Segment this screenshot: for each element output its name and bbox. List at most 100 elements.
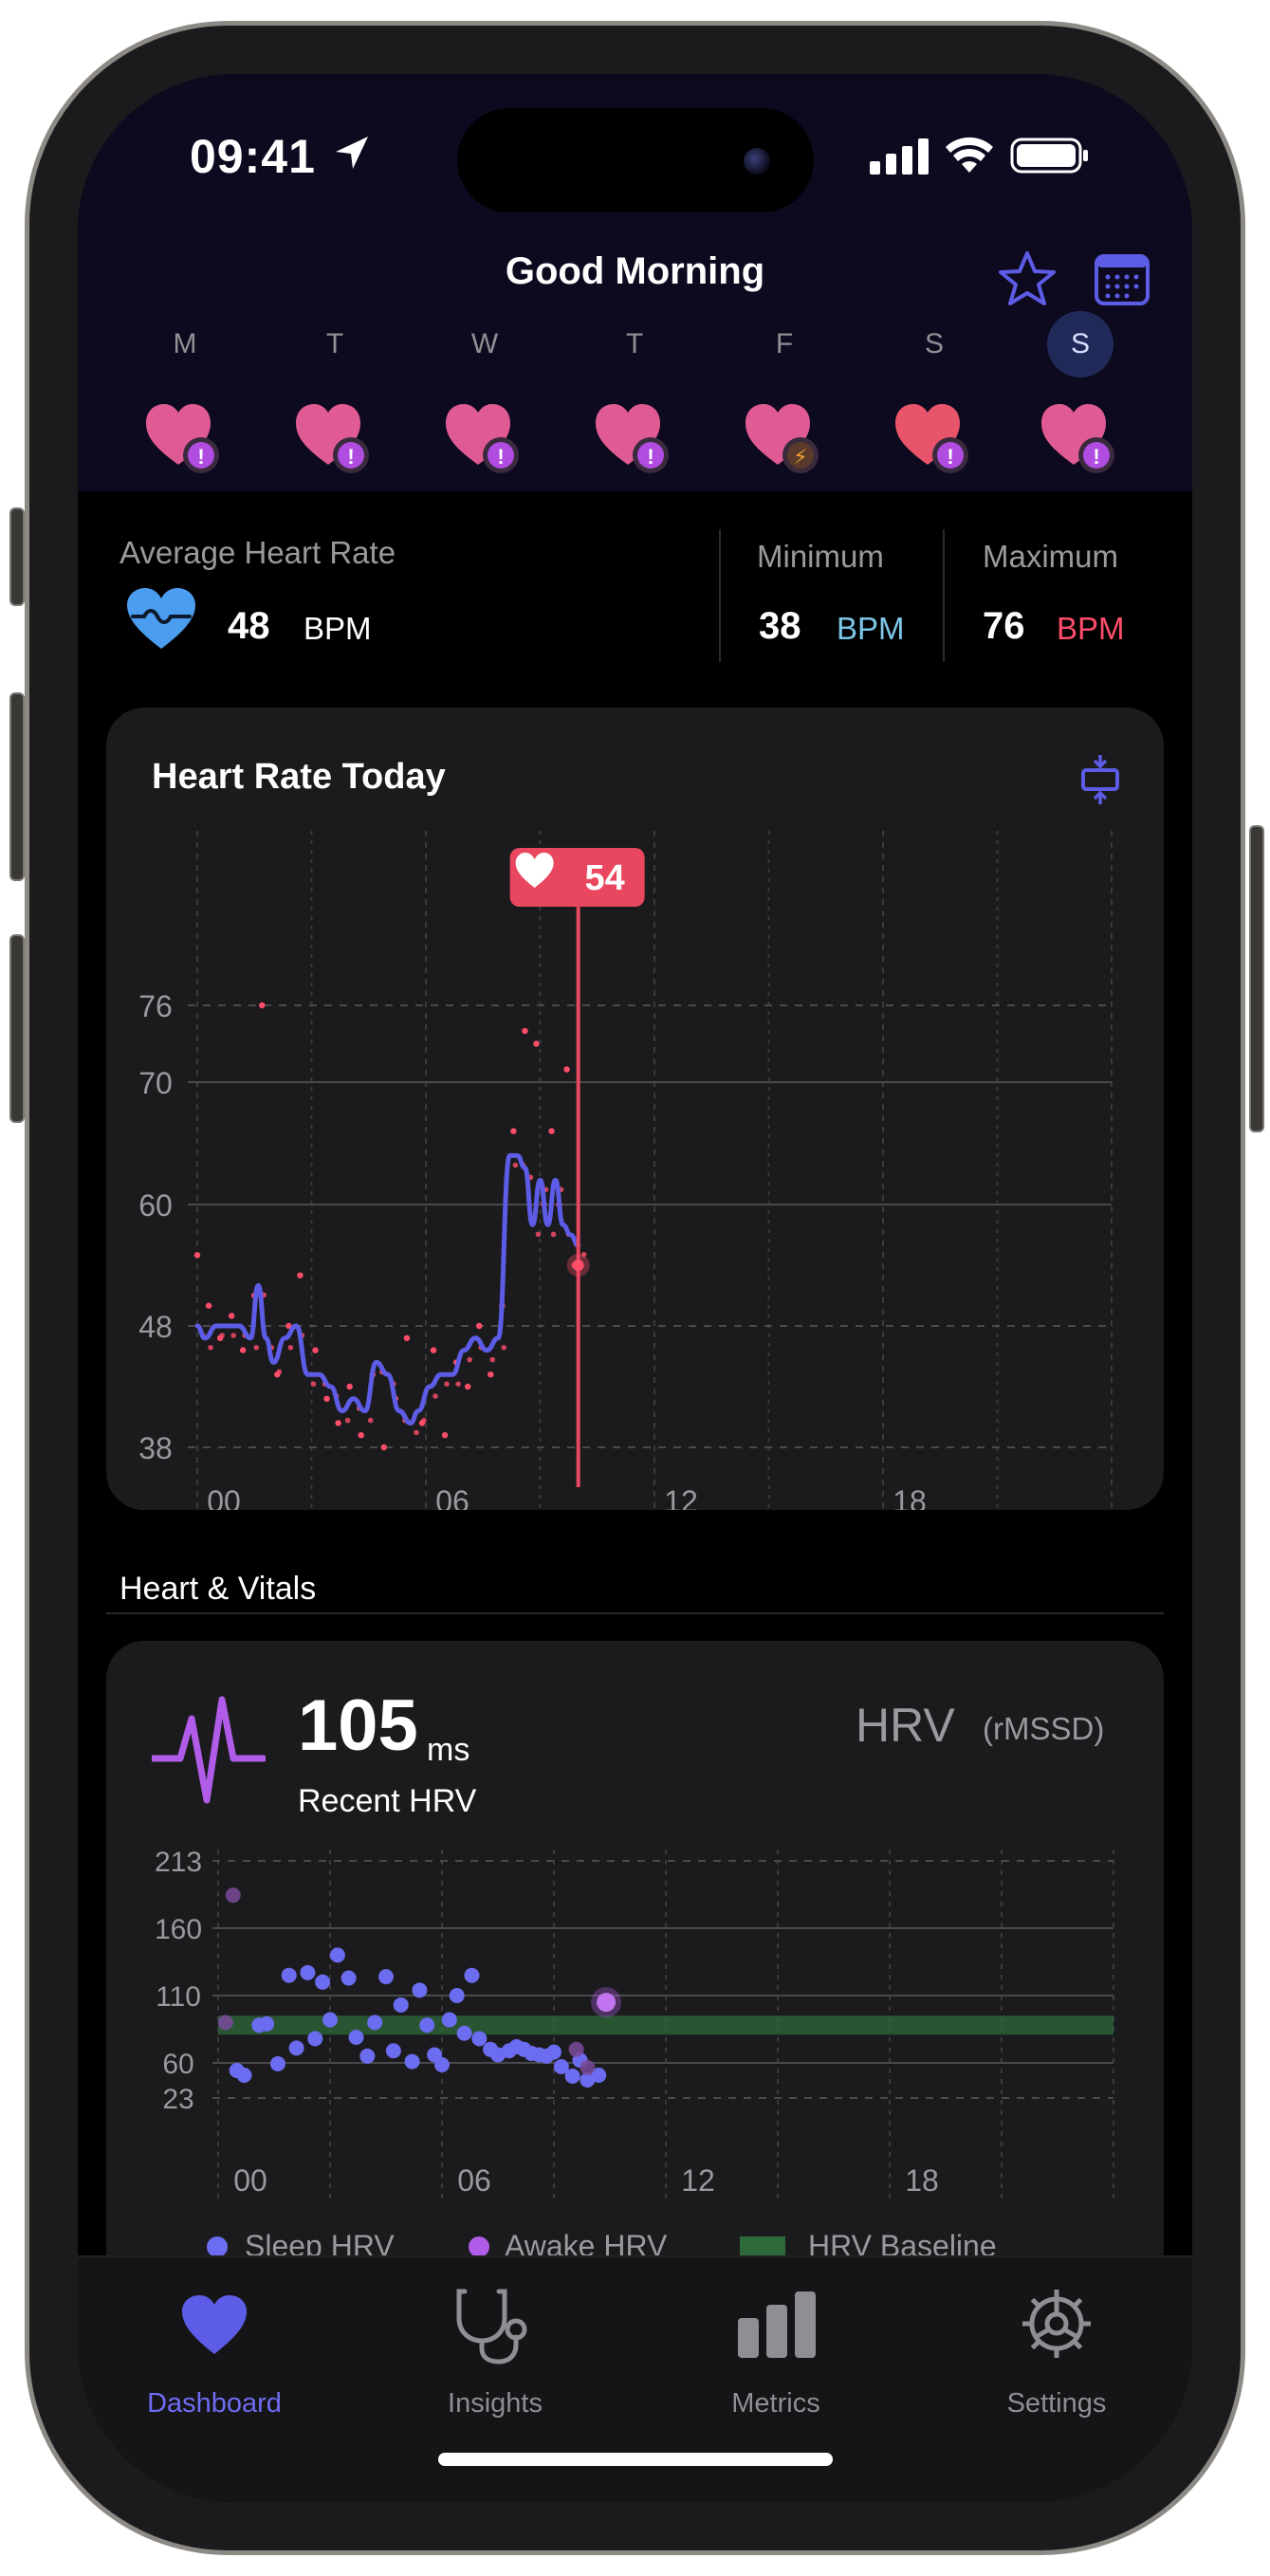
x-tick-label: 00	[233, 2163, 267, 2198]
hrv-chart[interactable]: 23 60 110 160 213 00 06 12 18	[106, 1641, 1164, 2305]
heart-rate-sample-point	[533, 1040, 540, 1047]
heart-rate-sample-point	[414, 1429, 419, 1436]
hrv-card[interactable]: 105 ms Recent HRV HRV (rMSSD) 23 60 110 160…	[106, 1641, 1164, 2305]
heart-rate-chart[interactable]: 38 48 60 70 76 00 06 12 18 54	[106, 708, 1164, 1510]
wifi-icon	[946, 137, 993, 173]
sleep-hrv-point	[456, 2025, 472, 2041]
favorite-star-icon[interactable]	[996, 248, 1058, 311]
heart-rate-sample-point	[441, 1432, 449, 1439]
volume-down-button	[9, 934, 25, 1123]
bar-chart-icon	[738, 2291, 816, 2358]
x-tick-label: 06	[435, 1484, 469, 1510]
tab-dashboard-label: Dashboard	[147, 2388, 282, 2419]
section-divider	[106, 1612, 1164, 1614]
x-tick-label: 18	[893, 1484, 927, 1510]
day-letter[interactable]: F	[775, 328, 794, 359]
day-letter[interactable]: W	[470, 328, 499, 359]
heart-rate-sample-point	[550, 1231, 557, 1238]
heart-rate-card-title: Heart Rate Today	[152, 757, 446, 797]
heart-rate-card[interactable]: Heart Rate Today 38 48 60 70 76 00 06 12 18 54	[106, 708, 1164, 1510]
day-heart-icon[interactable]: ⚡	[742, 396, 829, 476]
heart-rate-sample-point	[310, 1381, 317, 1387]
signal-icon	[870, 138, 929, 175]
heart-rate-sample-point	[285, 1322, 292, 1330]
calendar-icon[interactable]	[1091, 248, 1153, 311]
svg-text:!: !	[497, 445, 504, 469]
expand-chart-icon[interactable]	[1077, 753, 1123, 806]
awake-hrv-point[interactable]	[597, 1993, 617, 2013]
heart-rate-sample-point	[367, 1417, 374, 1424]
sleep-hrv-point	[449, 1988, 465, 2003]
hrv-subtitle: Recent HRV	[298, 1783, 477, 1819]
sleep-hrv-point	[359, 2048, 376, 2064]
sleep-hrv-point	[341, 1970, 357, 1986]
day-heart-icon[interactable]: !	[1038, 396, 1125, 476]
sleep-hrv-point	[404, 2053, 420, 2070]
heart-rate-sample-point	[240, 1347, 247, 1353]
summary-divider	[943, 529, 945, 662]
hrv-pulse-icon	[152, 1696, 266, 1804]
day-heart-icon[interactable]: !	[142, 396, 230, 476]
heart-rate-sample-point	[344, 1417, 351, 1424]
home-indicator[interactable]	[438, 2453, 833, 2466]
heart-rate-sample-point	[421, 1417, 427, 1424]
highlight-point[interactable]	[572, 1260, 584, 1271]
sleep-hrv-point	[315, 1974, 331, 1990]
heart-rate-sample-point	[535, 1231, 542, 1238]
maximum-value: 76	[983, 605, 1025, 647]
sleep-hrv-point	[269, 2056, 285, 2071]
day-letter[interactable]: S	[1070, 328, 1090, 359]
heart-rate-sample-point	[563, 1066, 570, 1073]
sleep-hrv-point	[322, 2012, 338, 2028]
day-heart-icon[interactable]: !	[592, 396, 679, 476]
y-tick-label: 110	[156, 1981, 201, 2013]
hrv-value: 105	[298, 1685, 418, 1766]
tab-metrics-label: Metrics	[731, 2388, 820, 2419]
day-letter[interactable]: T	[625, 328, 644, 359]
volume-up-button	[9, 692, 25, 881]
legend-sleep-dot	[207, 2236, 228, 2257]
heart-rate-sample-point	[548, 1128, 555, 1134]
day-letter[interactable]: M	[173, 328, 197, 359]
sleep-hrv-point	[464, 1967, 480, 1983]
y-tick-label: 60	[162, 2049, 193, 2080]
maximum-unit: BPM	[1057, 611, 1125, 646]
day-letter[interactable]: T	[325, 328, 344, 359]
day-letter[interactable]: S	[924, 328, 944, 359]
heart-rate-line	[194, 1152, 581, 1426]
status-time: 09:41	[190, 130, 316, 183]
day-heart-icon[interactable]: !	[442, 396, 529, 476]
sleep-hrv-point	[441, 2012, 457, 2028]
day-heart-icon[interactable]: !	[292, 396, 379, 476]
tab-insights-label: Insights	[448, 2388, 543, 2419]
heart-rate-sample-point	[489, 1356, 496, 1363]
heart-rate-sample-point	[323, 1395, 330, 1402]
sleep-hrv-point	[393, 1996, 409, 2013]
average-heart-rate-label: Average Heart Rate	[120, 535, 396, 570]
heart-rate-sample-point	[228, 1313, 235, 1319]
sleep-hrv-point	[553, 2059, 569, 2074]
sleep-hrv-point	[307, 2031, 323, 2047]
hrv-metric: HRV	[856, 1699, 955, 1752]
x-tick-label: 06	[457, 2163, 491, 2198]
day-heart-icon[interactable]: !	[892, 396, 979, 476]
legend-awake-dot	[469, 2236, 489, 2257]
minimum-unit: BPM	[837, 611, 905, 646]
sleep-hrv-point	[300, 1964, 316, 1980]
y-tick-label: 60	[138, 1188, 173, 1223]
x-tick-label: 12	[664, 1484, 698, 1510]
y-tick-label: 48	[138, 1310, 173, 1344]
heart-rate-sample-point	[522, 1027, 528, 1035]
maximum-label: Maximum	[983, 539, 1119, 574]
hrv-metric-detail: (rMSSD)	[983, 1711, 1105, 1746]
heart-rate-sample-point	[358, 1432, 364, 1439]
y-tick-label: 70	[138, 1066, 173, 1100]
front-camera-icon	[744, 148, 770, 175]
heart-rate-sample-point	[230, 1333, 236, 1338]
svg-text:!: !	[197, 445, 204, 469]
sleep-hrv-point	[385, 2043, 401, 2059]
heart-rate-sample-point	[433, 1393, 438, 1399]
y-tick-label: 213	[155, 1847, 202, 1878]
heart-rate-sample-point	[488, 1371, 494, 1378]
minimum-value: 38	[759, 605, 801, 647]
